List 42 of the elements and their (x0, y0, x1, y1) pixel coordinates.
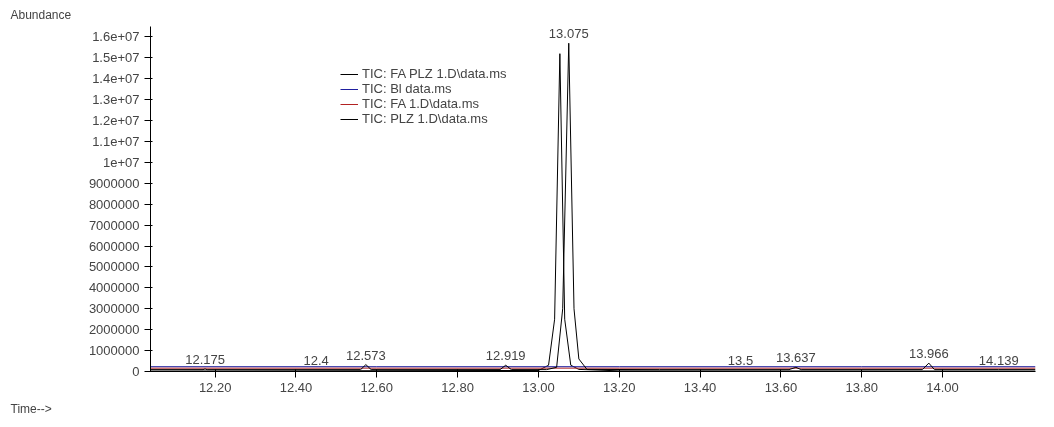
y-tick-label: 5000000 (88, 259, 140, 275)
y-tick-label: 9000000 (88, 175, 140, 191)
y-tick-label: 1.3e+07 (92, 92, 140, 108)
annotation: 13.075 (548, 26, 589, 42)
text: Abundance (10, 7, 72, 22)
y-tick-label: 3000000 (88, 301, 140, 317)
x-tick-label: 13.20 (603, 379, 636, 395)
y-tick-label: 8000000 (88, 196, 140, 212)
y-tick-label: 1.4e+07 (92, 71, 140, 87)
y-tick-label: 1.5e+07 (92, 50, 140, 66)
y-tick-label: 1e+07 (102, 154, 140, 170)
x-tick-label: 12.80 (441, 379, 474, 395)
x-tick-label: 14.00 (926, 379, 959, 395)
x-tick-label: 13.40 (683, 379, 717, 395)
annotation: 13.637 (775, 350, 816, 366)
x-tick-label: 13.60 (764, 379, 798, 395)
annotation: 12.175 (185, 351, 225, 367)
y-tick-label: 6000000 (88, 238, 140, 254)
legend-label: TIC: Bl data.ms (362, 81, 452, 96)
annotation: 12.4 (303, 352, 329, 368)
y-tick-label: 7000000 (88, 217, 140, 233)
x-tick-label: 13.00 (522, 379, 555, 395)
x-tick-label: 12.20 (198, 379, 232, 395)
x-tick-label: 13.80 (845, 379, 879, 395)
annotation: 13.966 (908, 346, 949, 362)
x-axis-title: Time--> (10, 401, 52, 416)
y-tick-label: 2000000 (88, 322, 140, 338)
y-tick-label: 1.1e+07 (92, 134, 140, 149)
y-tick-label: 1000000 (88, 343, 140, 359)
y-tick-label: 1.6e+07 (92, 29, 140, 45)
x-tick-label: 12.60 (360, 379, 394, 395)
annotation: 14.139 (978, 352, 1019, 368)
annotation: 12.573 (346, 347, 386, 363)
annotation: 13.5 (727, 352, 754, 368)
y-tick-label: 0 (132, 364, 140, 379)
legend-label: TIC: FA PLZ 1.D\data.ms (362, 66, 507, 81)
y-tick-label: 4000000 (88, 280, 140, 296)
annotation: 12.919 (485, 348, 526, 364)
x-tick-label: 12.40 (279, 379, 313, 395)
legend-label: TIC: FA 1.D\data.ms (362, 96, 480, 111)
legend-label: TIC: PLZ 1.D\data.ms (362, 111, 488, 126)
y-tick-label: 1.2e+07 (92, 113, 140, 129)
